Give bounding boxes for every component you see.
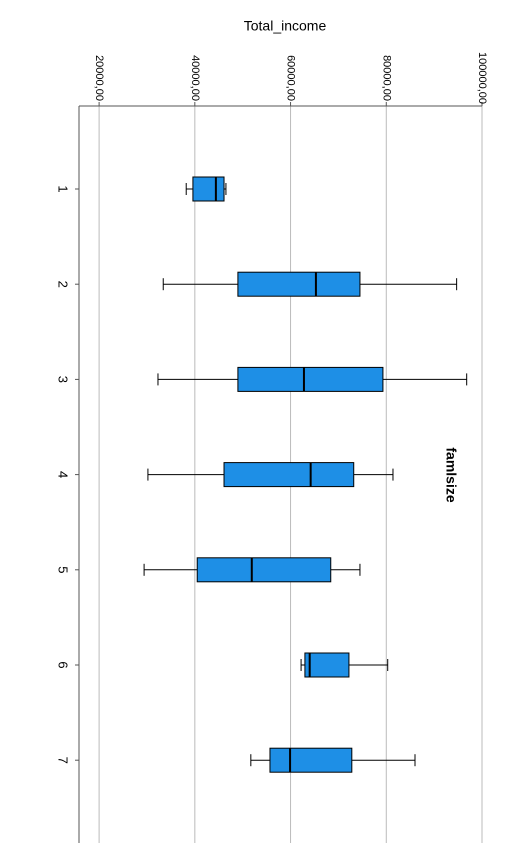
y-tick-label: 1 (56, 185, 71, 192)
y-tick-label: 5 (56, 566, 71, 573)
box (192, 176, 225, 202)
chart-title: Total_income (244, 18, 327, 34)
y-tick-label: 7 (56, 757, 71, 764)
box (304, 652, 350, 678)
y-tick-label: 3 (56, 376, 71, 383)
x-tick-label: 100000,00 (476, 52, 488, 104)
box (237, 271, 361, 297)
x-tick-label: 60000,00 (285, 55, 297, 101)
x-tick-label: 40000,00 (189, 55, 201, 101)
box (269, 747, 353, 773)
x-tick-label: 80000,00 (380, 55, 392, 101)
box (223, 462, 355, 488)
y-tick-label: 2 (56, 281, 71, 288)
y-axis-label: famlsize (443, 447, 459, 502)
y-tick-label: 6 (56, 661, 71, 668)
box (196, 557, 332, 583)
box (237, 366, 384, 392)
x-tick-label: 20000,00 (93, 55, 105, 101)
y-tick-label: 4 (56, 471, 71, 478)
